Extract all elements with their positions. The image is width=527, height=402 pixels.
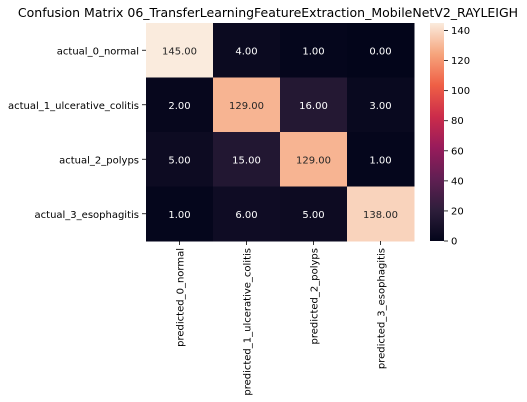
column-label: predicted_0_normal	[176, 248, 187, 347]
heatmap-cell	[280, 186, 348, 242]
column-labels: predicted_0_normal predicted_1_ulcerative…	[176, 241, 388, 396]
cell-value-label: 129.00	[229, 101, 264, 112]
cell-value-label: 145.00	[162, 46, 197, 57]
colorbar-tick-label: 20	[451, 206, 464, 217]
colorbar-tick-label: 0	[451, 237, 457, 248]
heatmap-cell	[213, 132, 281, 187]
cell-value-label: 1.00	[302, 46, 324, 57]
cell-value-label: 15.00	[232, 155, 261, 166]
heatmap-cell	[280, 77, 348, 133]
colorbar	[430, 23, 444, 241]
row-labels: actual_0_normal actual_1_ulcerative_colit…	[8, 46, 146, 221]
cell-value-label: 2.00	[168, 101, 190, 112]
heatmap-cell	[146, 23, 214, 78]
cell-value-label: 5.00	[302, 210, 324, 221]
cell-value-label: 5.00	[168, 155, 190, 166]
heatmap-cell	[213, 186, 281, 242]
cell-value-label: 6.00	[235, 210, 257, 221]
heatmap-cell-labels: 145.00 4.00 1.00 0.00 2.00 129.00 16.00 3.00 5.0…	[162, 46, 398, 221]
cell-value-label: 3.00	[369, 101, 391, 112]
colorbar-tick-label: 140	[451, 26, 470, 37]
heatmap-cell	[347, 23, 415, 78]
cell-value-label: 0.00	[369, 46, 391, 57]
colorbar-tick-label: 80	[451, 116, 464, 127]
heatmap-cells	[146, 23, 415, 242]
heatmap-cell	[280, 132, 348, 187]
heatmap-cell	[280, 23, 348, 78]
heatmap-cell	[146, 132, 214, 187]
heatmap-cell	[347, 77, 415, 133]
column-label: predicted_3_esophagitis	[377, 248, 388, 369]
heatmap-cell	[146, 186, 214, 242]
cell-value-label: 138.00	[363, 210, 398, 221]
chart-title: Confusion Matrix 06_TransferLearningFeat…	[18, 5, 518, 20]
row-label: actual_0_normal	[57, 46, 139, 57]
heatmap-cell	[213, 23, 281, 78]
heatmap-cell	[146, 77, 214, 133]
colorbar-tick-label: 40	[451, 176, 464, 187]
cell-value-label: 1.00	[369, 155, 391, 166]
column-label: predicted_1_ulcerative_colitis	[243, 248, 254, 396]
cell-value-label: 4.00	[235, 46, 257, 57]
colorbar-tick-label: 100	[451, 86, 470, 97]
colorbar-tick-label: 60	[451, 146, 464, 157]
column-label: predicted_2_polyps	[310, 248, 321, 345]
heatmap-cell	[347, 186, 415, 242]
row-label: actual_3_esophagitis	[35, 210, 139, 221]
row-label: actual_2_polyps	[59, 155, 139, 166]
cell-value-label: 16.00	[299, 101, 328, 112]
heatmap-cell	[213, 77, 281, 133]
colorbar-ticks: 0 20 40 60 80 100 120 140	[444, 26, 470, 248]
colorbar-tick-label: 120	[451, 56, 470, 67]
heatmap-cell	[347, 132, 415, 187]
row-label: actual_1_ulcerative_colitis	[8, 101, 139, 112]
cell-value-label: 1.00	[168, 210, 190, 221]
cell-value-label: 129.00	[296, 155, 331, 166]
